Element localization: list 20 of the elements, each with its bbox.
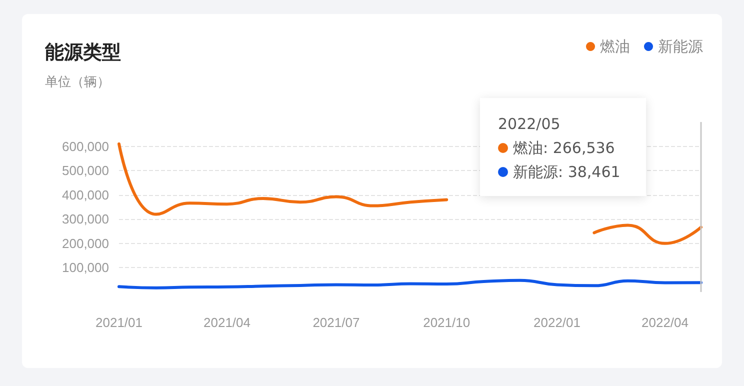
x-tick-label: 2022/01: [534, 315, 580, 330]
annotation: 新能源: 38,461: [513, 163, 620, 181]
annotation: 2022/05: [498, 115, 560, 133]
legend-label: 燃油: [600, 38, 630, 56]
y-tick-label: 600,000: [62, 138, 109, 154]
x-tick-label: 2021/10: [423, 315, 470, 330]
chart-subtitle: 单位（辆）: [45, 75, 110, 90]
y-tick-label: 300,000: [62, 212, 109, 227]
line-series: [118, 278, 702, 290]
x-tick-label: 2021/01: [96, 315, 142, 330]
x-tick-label: 2021/04: [204, 315, 250, 330]
y-tick-label: 200,000: [62, 236, 109, 251]
y-tick-label: 100,000: [62, 260, 109, 276]
y-tick-label: 400,000: [62, 187, 109, 202]
x-tick-label: 2022/04: [642, 315, 688, 330]
x-tick-label: 2021/07: [312, 315, 360, 330]
y-tick-label: 500,000: [62, 163, 109, 178]
chart-title: 能源类型: [45, 42, 121, 64]
legend-label: 新能源: [658, 38, 703, 56]
annotation: 燃油: 266,536: [513, 139, 615, 157]
